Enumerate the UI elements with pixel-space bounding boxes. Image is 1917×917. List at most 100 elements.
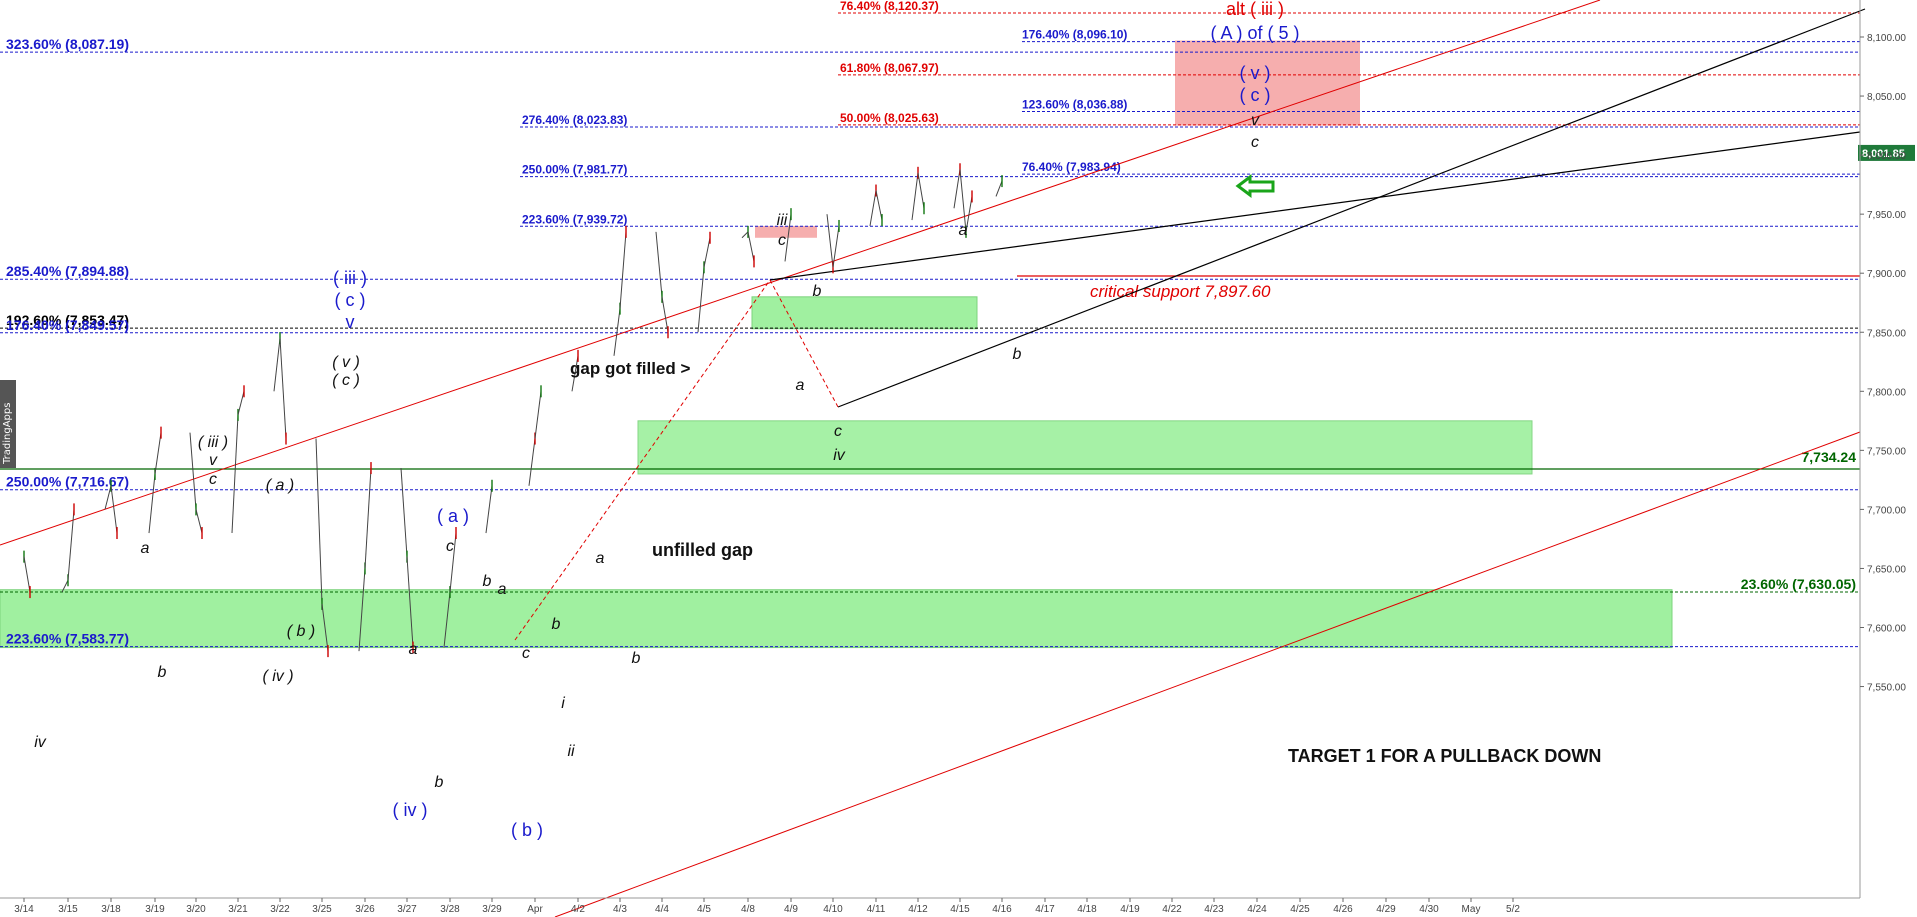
y-tick-label: 7,650.00 (1867, 564, 1906, 575)
wave-label-blue: ( v ) (1240, 63, 1271, 83)
x-tick-label: 3/29 (482, 904, 502, 915)
x-tick-label: 4/18 (1077, 904, 1097, 915)
price-segment (965, 196, 973, 232)
x-tick-label: 3/25 (312, 904, 332, 915)
y-tick-label: 8,000.00 (1867, 151, 1906, 162)
x-tick-label: 5/2 (1506, 904, 1520, 915)
wave-label-black: b (435, 774, 444, 791)
wave-label-black: ( v ) (332, 354, 360, 371)
y-tick-label: 7,700.00 (1867, 505, 1906, 516)
price-segment (237, 391, 245, 416)
x-tick-label: 4/2 (571, 904, 585, 915)
y-tick-label: 7,950.00 (1867, 210, 1906, 221)
y-tick-label: 7,800.00 (1867, 387, 1906, 398)
wave-label-red: alt ( iii ) (1226, 0, 1284, 19)
fib-level-label: 50.00% (8,025.63) (840, 111, 939, 125)
wave-label-blue: ( iv ) (393, 800, 428, 820)
price-segment (953, 169, 961, 209)
last-price-text: 8,001.85 (1862, 148, 1905, 160)
wave-label-black: ( b ) (287, 623, 315, 640)
fib-level-label: 61.80% (8,067.97) (840, 61, 939, 75)
price-segment (279, 338, 287, 439)
x-tick-label: 4/11 (867, 904, 886, 915)
wave-label-black: ( iv ) (262, 668, 293, 685)
x-tick-label: 4/23 (1204, 904, 1224, 915)
x-tick-label: 4/15 (950, 904, 970, 915)
zone-rect (637, 420, 1533, 475)
zone-rect (751, 296, 978, 330)
price-segment (485, 485, 493, 534)
price-segment (995, 180, 1003, 197)
wave-label-black: a (596, 550, 605, 567)
price-segment (315, 438, 323, 604)
wave-label-black: v (209, 452, 218, 469)
fib-level-label: 250.00% (7,716.67) (6, 474, 129, 490)
x-tick-label: 3/21 (228, 904, 248, 915)
price-segment (400, 468, 408, 557)
watermark-text: TradingApps (2, 402, 13, 464)
x-tick-label: 4/4 (655, 904, 669, 915)
x-tick-label: 3/15 (58, 904, 78, 915)
x-tick-label: 4/10 (823, 904, 843, 915)
wave-label-black: b (158, 664, 167, 681)
wedge-line-upper (769, 131, 1861, 281)
x-tick-label: 4/9 (784, 904, 798, 915)
price-segment (911, 172, 919, 221)
x-tick-label: May (1462, 904, 1481, 915)
channel-line-upper (0, 0, 1601, 546)
wave-label-blue: ( c ) (335, 290, 366, 310)
wave-label-black: b (552, 616, 561, 633)
last-price-badge (1858, 144, 1915, 161)
x-tick-label: Apr (527, 904, 543, 915)
price-segment (832, 225, 840, 268)
wave-label-blue: ( A ) of ( 5 ) (1210, 23, 1299, 43)
price-segment (826, 214, 834, 268)
wave-label-black: a (141, 540, 150, 557)
wave-label-black: a (796, 377, 805, 394)
wave-label-blue: ( a ) (437, 506, 469, 526)
price-segment (741, 231, 749, 239)
y-tick-label: 7,600.00 (1867, 624, 1906, 635)
wave-label-blue: v (346, 312, 355, 332)
x-tick-label: 4/26 (1333, 904, 1353, 915)
support-label: critical support 7,897.60 (1090, 282, 1271, 301)
price-segment (104, 485, 112, 510)
zone-label-unfilled-gap: unfilled gap (652, 540, 753, 560)
price-segment (406, 556, 414, 648)
price-segment (364, 468, 372, 569)
price-segment (661, 296, 669, 333)
wave-label-black: b (483, 573, 492, 590)
fib-level-label: 192.60% (7,853.47) (6, 312, 129, 328)
wave-label-black: c (778, 232, 786, 249)
price-segment (917, 172, 925, 209)
price-segment (697, 267, 705, 333)
price-segment (875, 190, 883, 221)
wave-label-black: iv (34, 734, 47, 751)
wave-label-black: a (409, 641, 418, 658)
wave-label-blue: ( b ) (511, 820, 543, 840)
y-tick-label: 7,900.00 (1867, 269, 1906, 280)
fib-level-label: 276.40% (8,023.83) (522, 113, 627, 127)
price-segment (528, 438, 536, 486)
wave-label-black: a (498, 581, 507, 598)
price-segment (784, 214, 792, 262)
green-arrow-icon (1235, 174, 1275, 198)
y-tick-label: 7,750.00 (1867, 446, 1906, 457)
channel-line-lower (554, 431, 1861, 917)
wave-label-black: i (561, 695, 565, 712)
wave-label-black: a (959, 222, 968, 239)
price-segment (321, 603, 329, 652)
x-tick-label: 4/25 (1290, 904, 1310, 915)
price-segment (23, 556, 31, 593)
fib-level-label: 285.40% (7,894.88) (6, 263, 129, 279)
wave-label-blue: ( c ) (1240, 85, 1271, 105)
zone-rect (0, 589, 1673, 649)
x-tick-label: 4/16 (992, 904, 1012, 915)
price-segment (619, 231, 627, 309)
fib-level-label: 250.00% (7,981.77) (522, 163, 627, 177)
wave-label-black: ( a ) (266, 477, 294, 494)
x-tick-label: 3/18 (101, 904, 121, 915)
wave-label-black: iv (833, 447, 846, 464)
price-segment (358, 568, 366, 652)
